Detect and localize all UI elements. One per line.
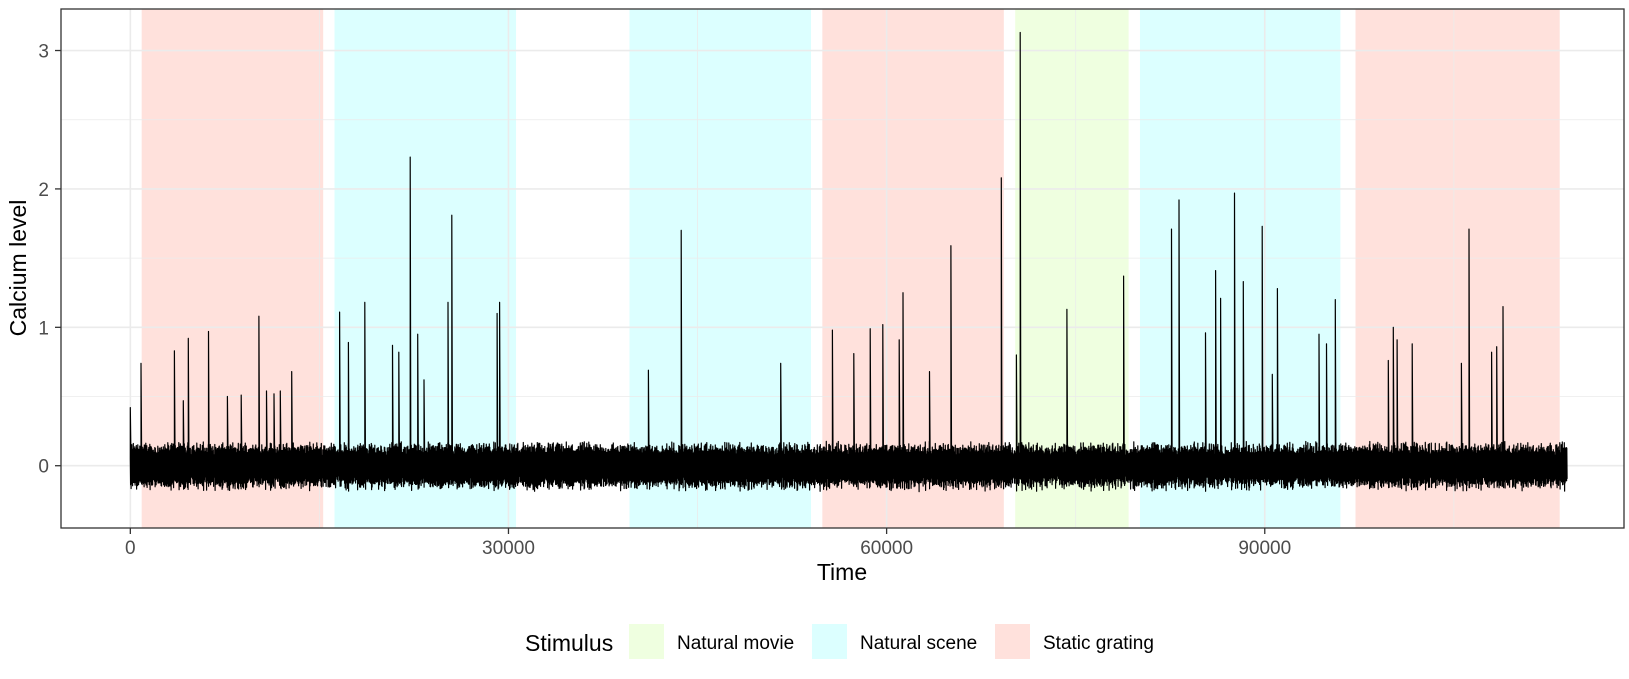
stimulus-block-static-grating [822, 9, 1004, 528]
legend-key-natural-scene [812, 624, 847, 659]
calcium-trace [129, 31, 1568, 493]
stimulus-block-natural-scene [1139, 9, 1341, 528]
y-tick-label: 3 [38, 42, 49, 63]
plot-panel-border [60, 8, 1625, 529]
stimulus-block-natural-movie [1015, 9, 1129, 528]
x-tick-label: 90000 [1238, 538, 1291, 559]
x-tick-label: 30000 [482, 538, 535, 559]
stimulus-block-static-grating [141, 9, 324, 528]
y-tick-label: 2 [38, 180, 49, 201]
legend-label-static-grating: Static grating [1043, 633, 1154, 654]
legend-label-natural-scene: Natural scene [860, 633, 977, 654]
stimulus-blocks [141, 9, 1560, 528]
calcium-trace-line [129, 31, 1568, 493]
legend: Stimulus Natural movie Natural scene Sta… [525, 624, 1154, 659]
stimulus-block-static-grating [1355, 9, 1560, 528]
y-axis-ticks: 0 1 2 3 [38, 42, 61, 478]
x-tick-label: 0 [125, 538, 136, 559]
legend-label-natural-movie: Natural movie [677, 633, 794, 654]
y-axis-title: Calcium level [5, 200, 31, 337]
legend-title: Stimulus [525, 630, 613, 656]
legend-key-natural-movie [629, 624, 664, 659]
x-axis-ticks: 0 30000 60000 90000 [125, 528, 1291, 559]
x-tick-label: 60000 [860, 538, 913, 559]
y-tick-label: 0 [38, 457, 49, 478]
y-tick-label: 1 [38, 318, 49, 339]
x-axis-title: Time [817, 559, 867, 585]
legend-key-static-grating [995, 624, 1030, 659]
